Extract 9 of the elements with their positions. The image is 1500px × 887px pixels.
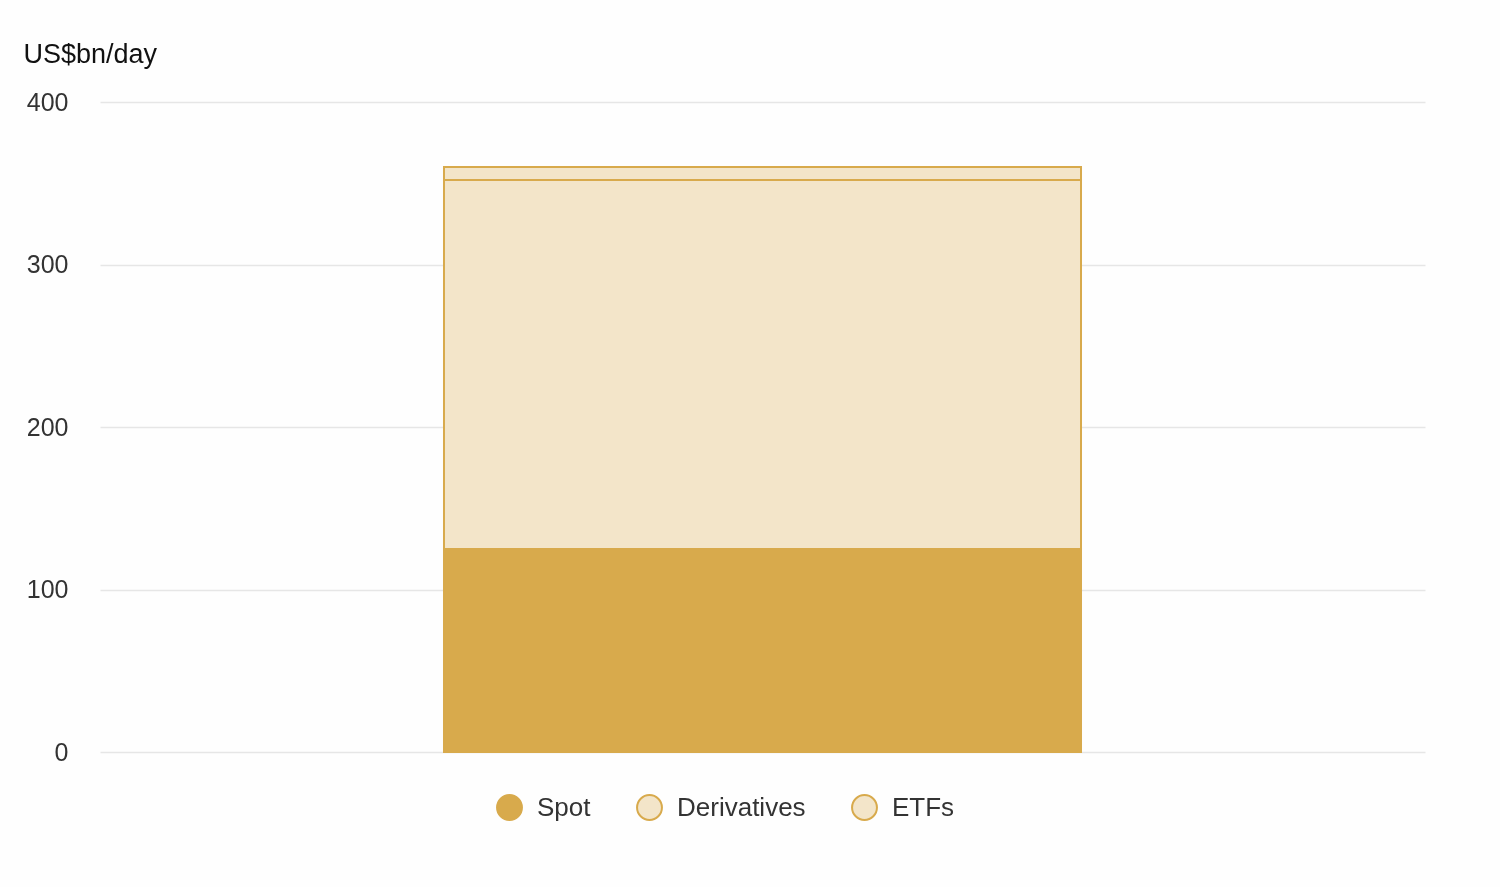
y-tick-label: 0	[54, 737, 69, 766]
legend-label: Derivatives	[677, 791, 806, 822]
y-tick-label: 400	[26, 87, 69, 116]
y-tick-label: 300	[26, 250, 69, 278]
y-tick-label: 200	[26, 412, 69, 441]
y-tick-label: 100	[26, 575, 69, 603]
y-axis-title: US$bn/day	[23, 38, 158, 69]
legend-label: ETFs	[892, 791, 955, 822]
legend-label: Spot	[537, 791, 592, 822]
